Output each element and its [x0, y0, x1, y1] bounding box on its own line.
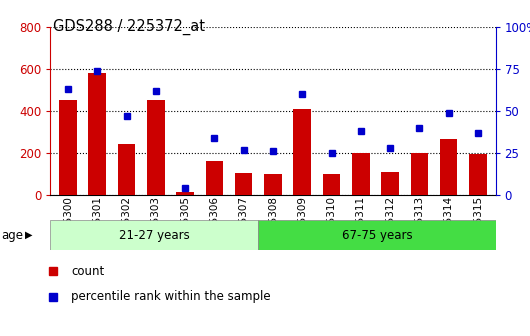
- Text: 21-27 years: 21-27 years: [119, 229, 190, 242]
- Text: percentile rank within the sample: percentile rank within the sample: [71, 290, 271, 303]
- Text: ▶: ▶: [25, 230, 33, 240]
- Bar: [147, 100, 165, 195]
- Bar: [440, 139, 457, 195]
- Bar: [235, 173, 252, 195]
- Bar: [323, 174, 340, 195]
- Bar: [176, 192, 194, 195]
- Bar: [258, 220, 496, 250]
- Bar: [59, 100, 77, 195]
- Bar: [411, 153, 428, 195]
- Bar: [264, 174, 282, 195]
- Text: age: age: [1, 229, 23, 242]
- Bar: [206, 161, 223, 195]
- Text: count: count: [71, 265, 104, 278]
- Bar: [469, 154, 487, 195]
- Bar: [118, 144, 135, 195]
- Text: 67-75 years: 67-75 years: [341, 229, 412, 242]
- Bar: [50, 220, 258, 250]
- Bar: [294, 109, 311, 195]
- Text: GDS288 / 225372_at: GDS288 / 225372_at: [53, 18, 205, 35]
- Bar: [381, 172, 399, 195]
- Bar: [89, 73, 106, 195]
- Bar: [352, 153, 369, 195]
